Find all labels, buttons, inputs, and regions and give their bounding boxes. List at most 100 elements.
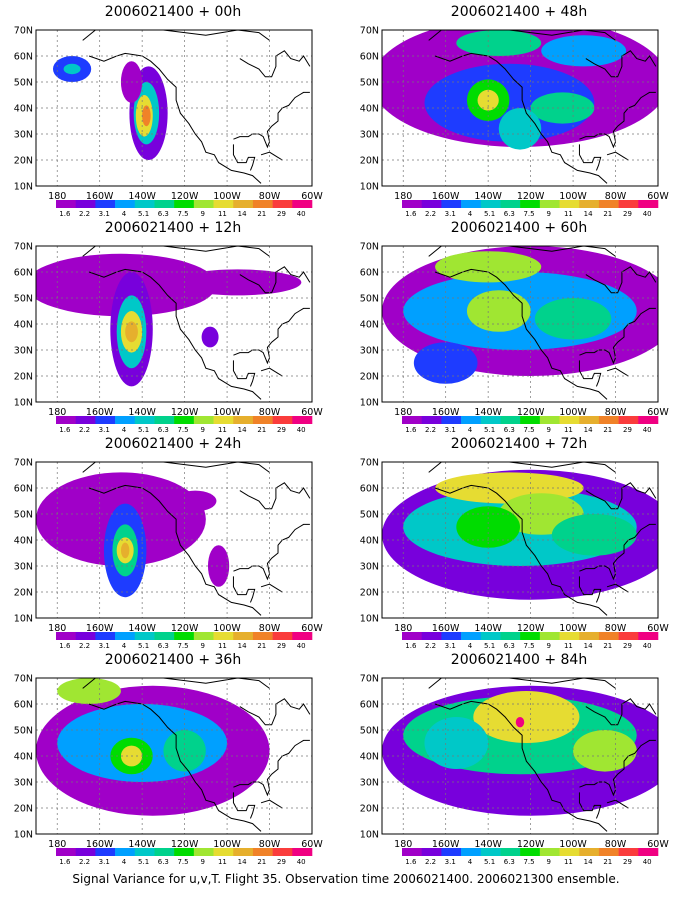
colorbar-swatch <box>480 416 501 424</box>
colorbar-swatch <box>480 200 501 208</box>
colorbar-label: 14 <box>238 210 247 216</box>
lat-tick-label: 30N <box>360 346 379 357</box>
lon-tick-label: 80W <box>605 191 627 202</box>
variance-contour <box>424 717 489 769</box>
lat-tick-label: 70N <box>360 458 379 469</box>
coastline-segment <box>606 583 629 593</box>
colorbar-label: 5.1 <box>138 210 149 216</box>
coastline <box>82 462 311 616</box>
panel-title: 2006021400 + 00h <box>104 4 242 20</box>
colorbar-swatch <box>233 848 254 856</box>
colorbar-swatch <box>539 848 560 856</box>
map-plot: 70N 60N 50N 40N 30N 20N 10N 180 160W 140W 120W 100W… <box>360 674 670 865</box>
lat-tick-label: 10N <box>360 614 379 625</box>
lon-tick-label: 180 <box>394 191 412 202</box>
variance-contour <box>473 691 580 743</box>
colorbar-swatch <box>193 416 214 424</box>
colorbar-swatch <box>272 416 293 424</box>
variance-contour <box>120 542 130 559</box>
colorbar-swatch <box>272 200 293 208</box>
colorbar-label: 2.2 <box>79 426 90 432</box>
coastline <box>428 462 657 616</box>
colorbar-swatch <box>461 416 482 424</box>
coastline-segment <box>88 700 262 832</box>
colorbar-label: 40 <box>643 858 652 864</box>
colorbar-label: 3.1 <box>99 210 110 216</box>
colorbar-swatch <box>638 632 659 640</box>
lon-tick-label: 140W <box>128 623 156 634</box>
colorbar-label: 29 <box>623 426 632 432</box>
lat-tick-label: 60N <box>14 52 33 63</box>
colorbar-swatch <box>638 416 659 424</box>
colorbar-label: 14 <box>238 642 247 648</box>
colorbar-label: 29 <box>277 642 286 648</box>
colorbar-label: 7.5 <box>523 210 534 216</box>
colorbar-label: 3.1 <box>445 426 456 432</box>
panel-36h: 2006021400 + 36h 70N 60N 50N 40N 30N 20N 10N 18… <box>0 648 346 864</box>
lon-tick-label: 120W <box>171 623 199 634</box>
gridlines <box>36 246 312 402</box>
colorbar-swatch <box>441 200 462 208</box>
colorbar-swatch <box>233 416 254 424</box>
panel-title: 2006021400 + 72h <box>450 436 588 452</box>
coastline-segment <box>88 52 262 184</box>
colorbar-label: 2.2 <box>425 858 436 864</box>
colorbar-label: 2.2 <box>79 642 90 648</box>
lon-tick-label: 160W <box>86 839 114 850</box>
colorbar-swatch <box>193 848 214 856</box>
colorbar-swatch <box>95 848 116 856</box>
variance-contour <box>498 108 542 150</box>
colorbar-label: 7.5 <box>523 426 534 432</box>
colorbar-label: 21 <box>603 858 612 864</box>
coastline-segment <box>585 698 657 726</box>
coastline-segment <box>239 698 311 726</box>
colorbar-swatch <box>115 416 136 424</box>
lon-tick-label: 120W <box>517 839 545 850</box>
lon-tick-label: 160W <box>432 623 460 634</box>
lat-tick-label: 50N <box>360 510 379 521</box>
lon-tick-label: 100W <box>559 407 587 418</box>
lat-tick-label: 20N <box>360 804 379 815</box>
colorbar-label: 40 <box>297 642 306 648</box>
colorbar-label: 14 <box>584 642 593 648</box>
colorbar-label: 6.3 <box>158 858 169 864</box>
coastline-segment <box>434 268 608 400</box>
map-plot: 70N 60N 50N 40N 30N 20N 10N 180 160W 140W 120W 100W… <box>14 26 324 217</box>
lat-tick-label: 10N <box>360 830 379 841</box>
lon-tick-label: 80W <box>259 407 281 418</box>
lon-tick-label: 60W <box>301 623 323 634</box>
lat-tick-label: 40N <box>14 752 33 763</box>
lat-tick-label: 10N <box>14 830 33 841</box>
colorbar-label: 40 <box>297 858 306 864</box>
colorbar-label: 3.1 <box>445 642 456 648</box>
panel-60h: 2006021400 + 60h 70N 60N 50N 40N 30N 20N 10N 18… <box>346 216 692 432</box>
signal-variance-field <box>52 56 168 160</box>
colorbar <box>56 200 313 208</box>
colorbar-swatch <box>500 632 521 640</box>
signal-variance-field <box>36 472 230 598</box>
colorbar-label: 2.2 <box>79 210 90 216</box>
plot-frame <box>35 29 313 187</box>
colorbar-label: 4 <box>468 426 473 432</box>
colorbar-label: 21 <box>603 642 612 648</box>
variance-contour <box>163 730 206 772</box>
variance-contour <box>142 105 151 127</box>
lat-tick-label: 40N <box>360 752 379 763</box>
lat-tick-label: 30N <box>360 130 379 141</box>
lat-tick-label: 20N <box>14 372 33 383</box>
colorbar-label: 6.3 <box>504 426 515 432</box>
colorbar-swatch <box>539 632 560 640</box>
colorbar-swatch <box>402 416 422 424</box>
colorbar-swatch <box>134 632 155 640</box>
lon-tick-label: 120W <box>517 191 545 202</box>
colorbar-swatch <box>480 632 501 640</box>
colorbar-swatch <box>480 848 501 856</box>
lat-tick-label: 60N <box>360 52 379 63</box>
gridlines <box>382 246 658 402</box>
panel-title: 2006021400 + 36h <box>104 652 242 668</box>
colorbar-swatch <box>193 632 214 640</box>
colorbar-label: 11 <box>218 210 227 216</box>
panel-title: 2006021400 + 84h <box>450 652 588 668</box>
coastline-segment <box>578 144 602 171</box>
colorbar-label: 2.2 <box>425 426 436 432</box>
